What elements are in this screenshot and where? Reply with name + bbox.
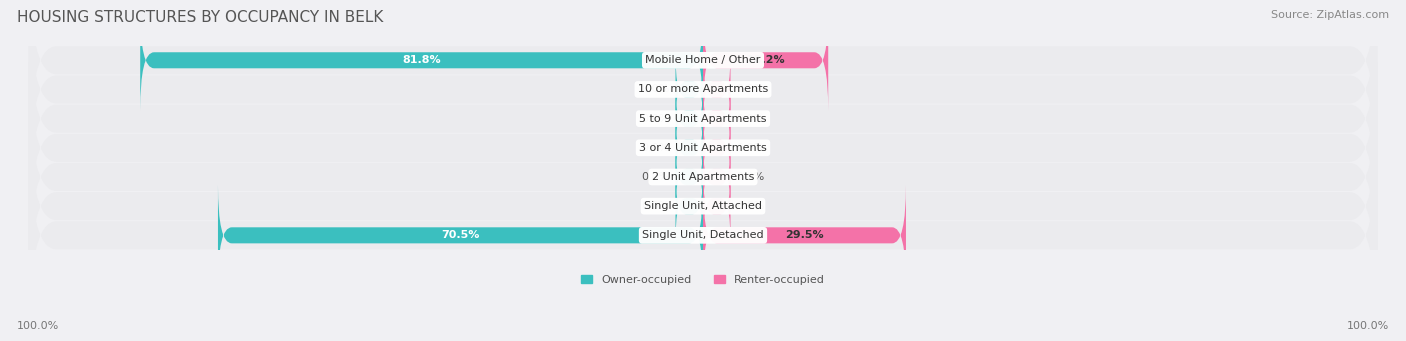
Text: 18.2%: 18.2% — [747, 55, 785, 65]
Text: 0.0%: 0.0% — [641, 85, 671, 94]
FancyBboxPatch shape — [703, 170, 731, 242]
Text: 0.0%: 0.0% — [641, 172, 671, 182]
FancyBboxPatch shape — [218, 185, 703, 286]
FancyBboxPatch shape — [28, 103, 1378, 309]
Text: Mobile Home / Other: Mobile Home / Other — [645, 55, 761, 65]
FancyBboxPatch shape — [703, 83, 731, 154]
Text: 5 to 9 Unit Apartments: 5 to 9 Unit Apartments — [640, 114, 766, 124]
Text: 100.0%: 100.0% — [1347, 321, 1389, 331]
Text: HOUSING STRUCTURES BY OCCUPANCY IN BELK: HOUSING STRUCTURES BY OCCUPANCY IN BELK — [17, 10, 384, 25]
Text: 29.5%: 29.5% — [785, 230, 824, 240]
Text: 0.0%: 0.0% — [641, 143, 671, 153]
FancyBboxPatch shape — [703, 10, 828, 110]
FancyBboxPatch shape — [675, 83, 703, 154]
FancyBboxPatch shape — [675, 170, 703, 242]
Text: 2 Unit Apartments: 2 Unit Apartments — [652, 172, 754, 182]
FancyBboxPatch shape — [28, 133, 1378, 338]
Text: 3 or 4 Unit Apartments: 3 or 4 Unit Apartments — [640, 143, 766, 153]
FancyBboxPatch shape — [703, 112, 731, 183]
FancyBboxPatch shape — [28, 45, 1378, 251]
FancyBboxPatch shape — [28, 0, 1378, 192]
Text: 0.0%: 0.0% — [641, 201, 671, 211]
Text: 0.0%: 0.0% — [735, 85, 765, 94]
Text: 0.0%: 0.0% — [735, 114, 765, 124]
Text: 10 or more Apartments: 10 or more Apartments — [638, 85, 768, 94]
FancyBboxPatch shape — [703, 141, 731, 213]
Text: Single Unit, Detached: Single Unit, Detached — [643, 230, 763, 240]
Text: 0.0%: 0.0% — [735, 172, 765, 182]
Legend: Owner-occupied, Renter-occupied: Owner-occupied, Renter-occupied — [576, 270, 830, 289]
FancyBboxPatch shape — [141, 10, 703, 110]
FancyBboxPatch shape — [675, 54, 703, 125]
FancyBboxPatch shape — [675, 141, 703, 213]
FancyBboxPatch shape — [28, 16, 1378, 221]
FancyBboxPatch shape — [28, 74, 1378, 280]
Text: 0.0%: 0.0% — [735, 201, 765, 211]
FancyBboxPatch shape — [28, 0, 1378, 163]
Text: 0.0%: 0.0% — [735, 143, 765, 153]
Text: 100.0%: 100.0% — [17, 321, 59, 331]
Text: 81.8%: 81.8% — [402, 55, 441, 65]
Text: 70.5%: 70.5% — [441, 230, 479, 240]
Text: 0.0%: 0.0% — [641, 114, 671, 124]
FancyBboxPatch shape — [675, 112, 703, 183]
Text: Single Unit, Attached: Single Unit, Attached — [644, 201, 762, 211]
FancyBboxPatch shape — [703, 185, 905, 286]
Text: Source: ZipAtlas.com: Source: ZipAtlas.com — [1271, 10, 1389, 20]
FancyBboxPatch shape — [703, 54, 731, 125]
